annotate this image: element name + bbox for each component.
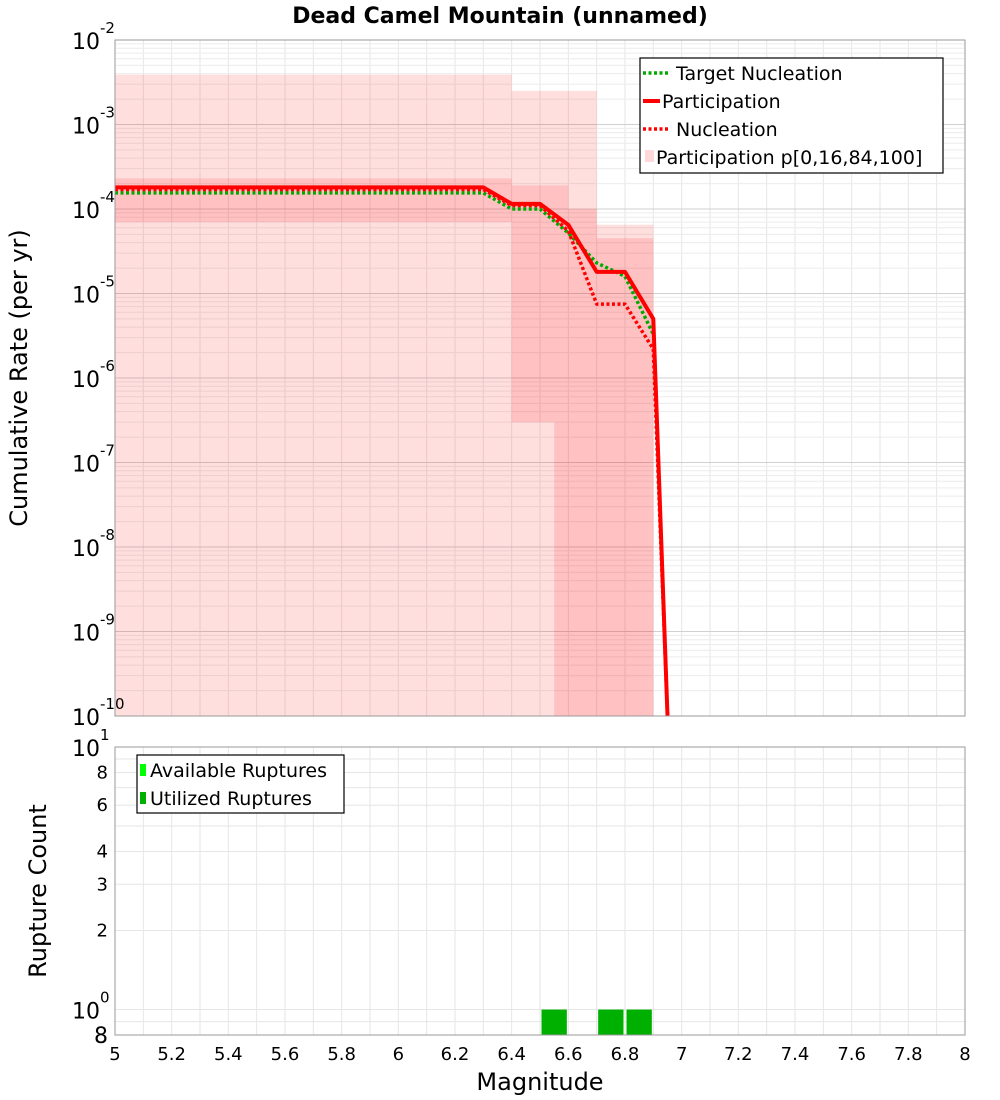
- rupture-bar: [598, 1009, 624, 1035]
- bottom-y-tick-label: 3: [97, 874, 108, 895]
- top-plot-bands: [115, 74, 654, 717]
- x-tick-labels: 5 5.2 5.4 5.6 5.8 6 6.2 6.4 6.6 6.8 7 7.2 7.4 7.6 7.8 8: [109, 1044, 970, 1065]
- x-tick-label: 6.8: [611, 1044, 640, 1065]
- legend-label-participation-band: Participation p[0,16,84,100]: [656, 147, 922, 169]
- bottom-y-tick-label: 2: [97, 921, 108, 942]
- bottom-plot-bars: [541, 1009, 652, 1035]
- bottom-legend: Available Ruptures Utilized Ruptures: [136, 754, 345, 814]
- x-tick-label: 7.4: [781, 1044, 810, 1065]
- bottom-y-tick-label: 101: [72, 726, 110, 762]
- x-tick-label: 6: [393, 1044, 404, 1065]
- x-tick-label: 5.2: [157, 1044, 186, 1065]
- top-y-tick-labels: 10-10 10-9 10-8 10-7 10-6 10-5 10-4 10-3 10-2: [72, 19, 125, 731]
- top-y-tick-label: 10-6: [72, 357, 115, 393]
- legend-swatch-utilized-ruptures: [140, 792, 146, 804]
- rupture-bar: [626, 1009, 652, 1035]
- legend-label-available-ruptures: Available Ruptures: [150, 760, 327, 782]
- top-y-tick-label: 10-2: [72, 19, 115, 55]
- top-y-tick-label: 10-3: [72, 104, 115, 140]
- legend-label-participation: Participation: [662, 91, 781, 113]
- bottom-legend-box: [136, 754, 345, 814]
- x-tick-label: 5.8: [327, 1044, 356, 1065]
- x-tick-label: 5: [109, 1044, 120, 1065]
- series-line-nucleation: [115, 187, 670, 717]
- chart-title: Dead Camel Mountain (unnamed): [292, 4, 708, 29]
- series-line-target-nucleation: [115, 191, 655, 335]
- bottom-y-tick-label: 8: [97, 762, 108, 783]
- x-tick-label: 5.4: [214, 1044, 243, 1065]
- x-tick-label: 6.4: [497, 1044, 526, 1065]
- top-y-tick-label: 10-4: [72, 188, 115, 224]
- top-y-axis-label: Cumulative Rate (per yr): [5, 229, 33, 527]
- x-tick-label: 6.2: [441, 1044, 470, 1065]
- bottom-y-tick-label: 100: [72, 989, 110, 1025]
- rupture-bar: [541, 1009, 567, 1035]
- bottom-y-axis-label: Rupture Count: [24, 804, 52, 978]
- top-legend: Target Nucleation Participation Nucleati…: [639, 57, 944, 174]
- x-tick-label: 7.6: [837, 1044, 866, 1065]
- participation-band-0: [115, 74, 654, 717]
- top-y-tick-label: 10-7: [72, 442, 115, 478]
- legend-label-target-nucleation: Target Nucleation: [675, 63, 843, 85]
- bottom-y-tick-label: 6: [97, 795, 108, 816]
- legend-label-utilized-ruptures: Utilized Ruptures: [150, 788, 312, 810]
- top-y-tick-label: 10-9: [72, 611, 115, 647]
- top-plot-lines: [115, 185, 670, 717]
- top-plot-frame: [114, 39, 966, 717]
- legend-swatch-participation-band: [645, 150, 654, 162]
- top-y-tick-label: 10-5: [72, 273, 115, 309]
- x-tick-label: 5.6: [271, 1044, 300, 1065]
- top-y-tick-label: 10-8: [72, 526, 115, 562]
- bottom-y-tick-label: 4: [97, 841, 108, 862]
- x-tick-label: 6.6: [554, 1044, 583, 1065]
- bottom-y-tick-label: 8: [94, 1024, 108, 1049]
- bottom-plot-frame: [114, 746, 966, 1036]
- x-tick-label: 8: [959, 1044, 970, 1065]
- x-axis-label: Magnitude: [476, 1068, 603, 1096]
- top-legend-box: [639, 57, 944, 174]
- top-y-tick-label: 10-10: [72, 695, 125, 731]
- legend-label-nucleation: Nucleation: [676, 119, 778, 141]
- legend-swatch-available-ruptures: [140, 764, 146, 776]
- x-tick-label: 7: [676, 1044, 687, 1065]
- series-line-participation: [115, 185, 670, 717]
- x-tick-label: 7.2: [724, 1044, 753, 1065]
- participation-band-1: [115, 178, 654, 716]
- x-tick-label: 7.8: [894, 1044, 923, 1065]
